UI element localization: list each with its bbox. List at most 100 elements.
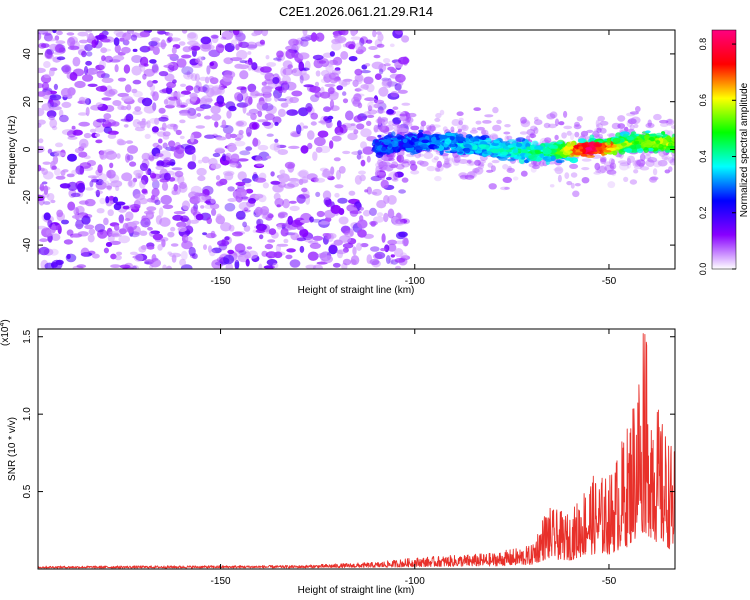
heat-blob xyxy=(225,132,232,140)
heat-blob xyxy=(353,129,359,135)
heat-blob xyxy=(342,91,347,96)
heat-blob xyxy=(474,159,481,166)
heat-blob xyxy=(373,126,382,133)
heat-blob xyxy=(190,208,199,214)
heat-blob xyxy=(418,129,424,133)
heat-blob xyxy=(351,151,363,156)
heat-blob xyxy=(318,221,330,225)
heat-blob xyxy=(391,131,396,138)
heat-blob xyxy=(269,143,281,151)
heat-blob xyxy=(220,36,227,40)
heat-blob xyxy=(398,56,410,65)
heat-blob xyxy=(576,116,583,122)
heat-blob xyxy=(502,164,509,170)
heat-blob xyxy=(577,138,587,144)
heat-blob xyxy=(581,158,592,162)
heat-blob xyxy=(570,132,575,141)
spectrogram-y-tick-label: 0 xyxy=(22,146,33,152)
heat-blob xyxy=(472,168,480,173)
heat-blob xyxy=(352,79,359,88)
heat-blob xyxy=(247,51,252,55)
heat-blob xyxy=(299,228,309,238)
heat-blob xyxy=(89,180,94,188)
heat-blob xyxy=(235,120,247,128)
heat-blob xyxy=(56,209,64,218)
heat-blob xyxy=(55,175,66,180)
heat-blob xyxy=(277,149,289,155)
heat-blob xyxy=(175,129,182,136)
heat-blob xyxy=(598,133,603,140)
heat-blob xyxy=(38,67,46,74)
heat-blob xyxy=(373,103,380,109)
heat-blob xyxy=(319,91,331,99)
heat-blob xyxy=(357,86,365,92)
heat-blob xyxy=(623,148,631,152)
heat-blob xyxy=(388,143,393,148)
heat-blob xyxy=(586,129,594,133)
snr-x-ticks: -150 -100 -50 xyxy=(211,329,617,587)
heat-blob xyxy=(389,43,395,48)
heat-blob xyxy=(49,102,58,108)
heat-blob xyxy=(50,262,58,268)
heat-blob xyxy=(520,170,528,177)
heat-blob xyxy=(395,163,405,170)
heat-blob xyxy=(304,237,314,243)
heat-blob xyxy=(596,127,602,133)
heat-blob xyxy=(389,154,395,160)
heat-blob xyxy=(41,82,50,91)
heat-blob xyxy=(360,84,369,89)
heat-blob xyxy=(39,238,48,243)
heat-blob xyxy=(301,187,308,193)
heat-blob xyxy=(327,233,334,242)
heat-blob xyxy=(457,151,464,154)
heat-blob xyxy=(205,232,217,239)
heat-blob xyxy=(512,176,519,181)
heat-blob xyxy=(456,146,462,150)
heat-blob xyxy=(99,60,106,70)
heat-blob xyxy=(315,32,325,42)
heat-blob xyxy=(155,153,164,158)
heat-blob xyxy=(54,152,66,157)
heat-blob xyxy=(47,148,53,154)
heat-blob xyxy=(148,40,158,47)
snr-y-ticks: 0.5 1.0 1.5 xyxy=(22,329,675,499)
heat-blob xyxy=(215,215,226,225)
heat-blob xyxy=(45,90,51,96)
heat-blob xyxy=(453,159,460,166)
heat-blob xyxy=(443,160,451,169)
heat-blob xyxy=(244,95,253,106)
heat-blob xyxy=(345,123,357,131)
heat-blob xyxy=(488,183,497,190)
heat-blob xyxy=(458,117,464,122)
heat-blob xyxy=(600,158,607,164)
heat-blob xyxy=(337,197,348,204)
heat-blob xyxy=(381,79,394,88)
heat-blob xyxy=(364,63,371,67)
heat-blob xyxy=(115,251,123,256)
heat-blob xyxy=(398,231,408,238)
heat-blob xyxy=(129,161,137,167)
heat-blob xyxy=(190,206,198,215)
heat-blob xyxy=(311,177,319,183)
heat-blob xyxy=(110,264,121,268)
heat-blob xyxy=(159,150,172,160)
heat-blob xyxy=(390,161,399,169)
heat-blob xyxy=(378,63,387,72)
heat-blob xyxy=(67,153,77,162)
heat-blob xyxy=(86,51,93,57)
heat-blob xyxy=(260,66,272,73)
heat-blob xyxy=(531,140,539,146)
heat-blob xyxy=(307,142,313,150)
heat-blob xyxy=(160,39,166,50)
heat-blob xyxy=(129,203,141,210)
heat-blob xyxy=(247,250,259,259)
heat-blob xyxy=(532,164,540,170)
heat-blob xyxy=(152,102,157,111)
snr-y-tick-label: 1.5 xyxy=(22,329,33,343)
heat-blob xyxy=(647,119,652,127)
heat-blob xyxy=(179,119,186,124)
heat-blob xyxy=(235,181,246,186)
heat-blob xyxy=(92,253,100,259)
heat-blob xyxy=(432,124,441,128)
heat-blob xyxy=(152,179,160,190)
